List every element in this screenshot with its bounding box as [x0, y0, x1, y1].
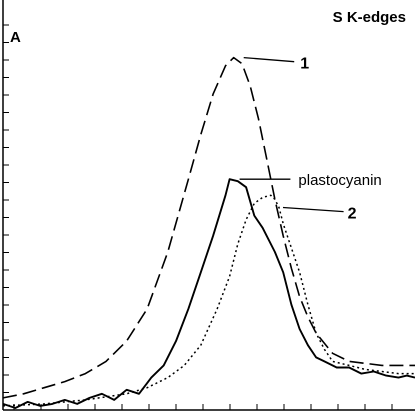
chart-title: S K-edges [333, 9, 406, 26]
panel-label: A [10, 29, 21, 46]
series-layer [2, 56, 415, 409]
annotation-label: 2 [348, 206, 357, 223]
annotation-leader [282, 206, 344, 213]
series-line-2 [2, 194, 415, 407]
series-line-1 [2, 56, 415, 399]
series-line-plastocyanin [2, 178, 415, 409]
annotation-layer: 1 plastocyanin 2 [239, 56, 382, 223]
annotation-label: plastocyanin [298, 172, 381, 189]
annotation-label: 1 [300, 56, 309, 73]
annotation-leader [243, 56, 295, 63]
axis-ticks [3, 24, 393, 411]
